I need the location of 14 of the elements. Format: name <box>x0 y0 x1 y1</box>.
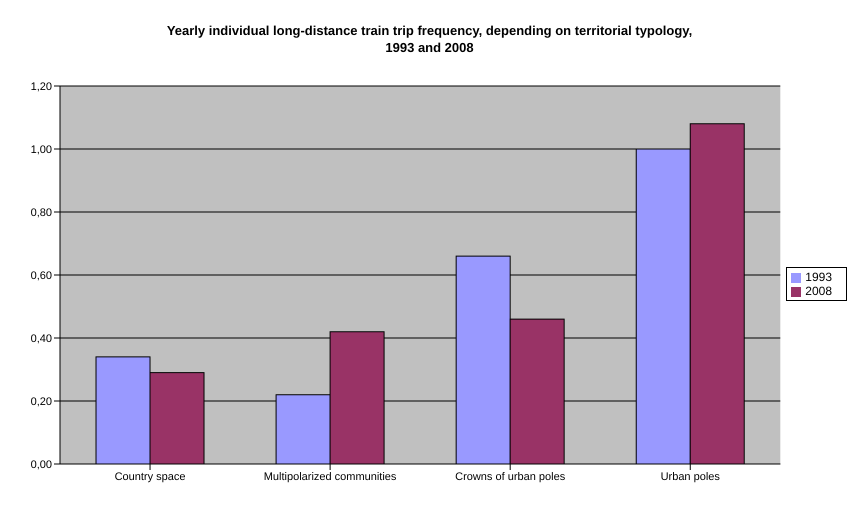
y-tick-label: 0,00 <box>30 458 52 471</box>
y-tick-label: 1,00 <box>30 144 52 156</box>
x-tick-label: Multipolarized communities <box>264 470 397 483</box>
x-tick-label: Crowns of urban poles <box>455 470 566 483</box>
legend-label: 1993 <box>805 270 832 284</box>
y-tick-label: 0,40 <box>30 332 52 345</box>
legend-label: 2008 <box>805 284 832 298</box>
chart-title: Yearly individual long-distance train trip frequency, depending on territorial typology, 1993 and 2008 <box>166 22 694 57</box>
y-tick-label: 0,20 <box>30 396 52 408</box>
y-tick-label: 0,60 <box>30 270 52 282</box>
x-tick-label: Urban poles <box>660 470 720 483</box>
y-tick-label: 1,20 <box>30 80 52 93</box>
y-tick-label: 0,80 <box>30 206 52 219</box>
x-tick-label: Country space <box>114 470 186 483</box>
